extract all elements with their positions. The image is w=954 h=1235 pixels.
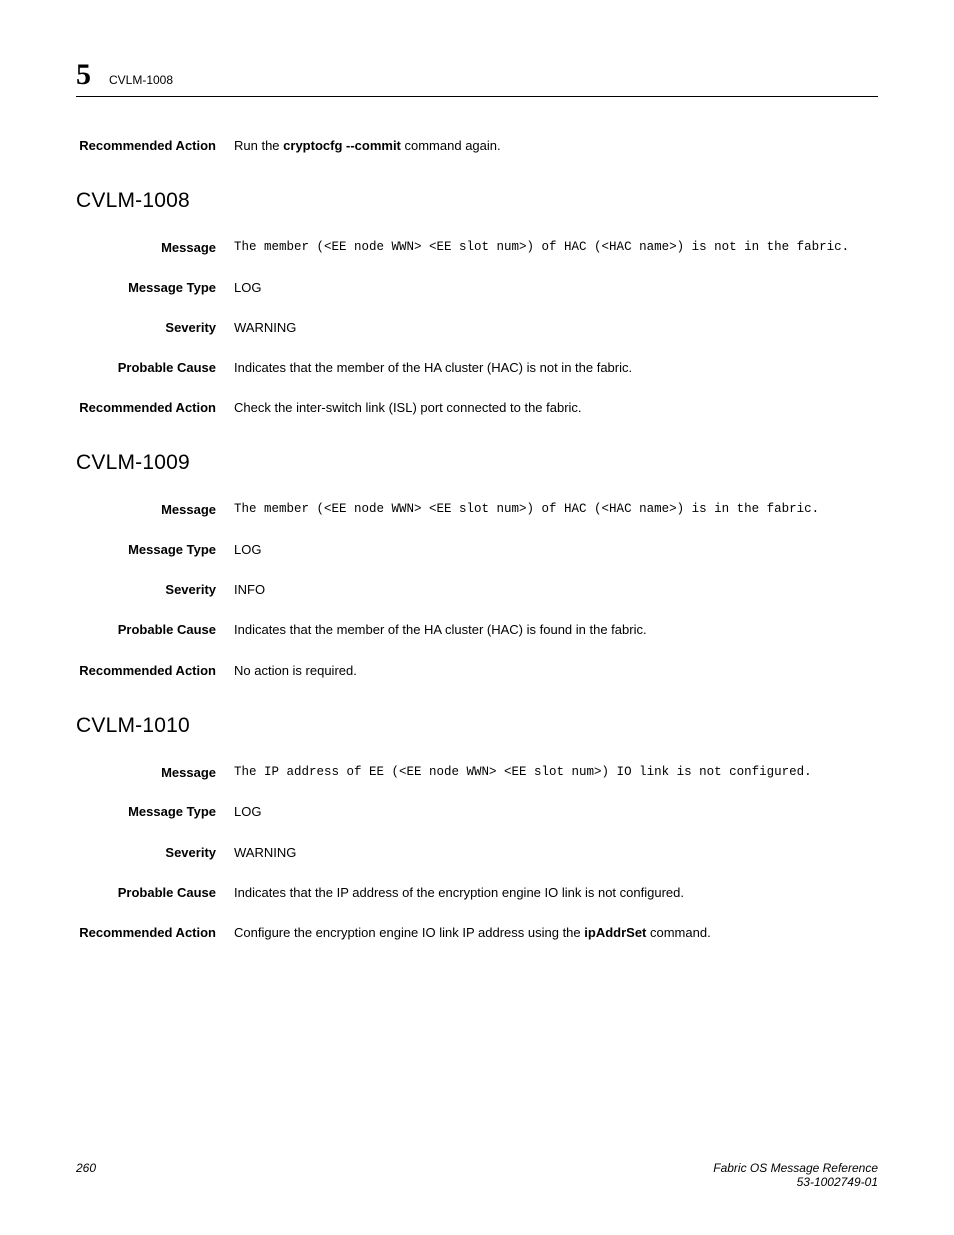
row-value: LOG: [234, 803, 878, 821]
command-text: ipAddrSet: [584, 925, 646, 940]
doc-ref: Fabric OS Message Reference 53-1002749-0…: [713, 1161, 878, 1189]
row-value: No action is required.: [234, 662, 878, 680]
row-label: Recommended Action: [76, 399, 234, 417]
section-title-cvlm-1010: CVLM-1010: [76, 714, 878, 738]
row-label: Recommended Action: [76, 924, 234, 942]
intro-recommended-action-row: Recommended Action Run the cryptocfg --c…: [76, 137, 878, 155]
row-value: LOG: [234, 279, 878, 297]
row-probable-cause: Probable Cause Indicates that the member…: [76, 359, 878, 377]
row-message: Message The member (<EE node WWN> <EE sl…: [76, 501, 878, 519]
row-message: Message The IP address of EE (<EE node W…: [76, 764, 878, 782]
row-label: Message: [76, 764, 234, 782]
row-label: Message Type: [76, 803, 234, 821]
row-value: Indicates that the member of the HA clus…: [234, 359, 878, 377]
row-label: Message: [76, 501, 234, 519]
row-probable-cause: Probable Cause Indicates that the member…: [76, 621, 878, 639]
row-value: WARNING: [234, 844, 878, 862]
row-recommended-action: Recommended Action Check the inter-switc…: [76, 399, 878, 417]
row-label: Message Type: [76, 541, 234, 559]
row-value: The member (<EE node WWN> <EE slot num>)…: [234, 501, 878, 519]
row-severity: Severity WARNING: [76, 844, 878, 862]
row-value: Configure the encryption engine IO link …: [234, 924, 878, 942]
page-number: 260: [76, 1161, 96, 1189]
section-title-cvlm-1009: CVLM-1009: [76, 451, 878, 475]
row-message-type: Message Type LOG: [76, 279, 878, 297]
row-label: Severity: [76, 319, 234, 337]
row-label: Probable Cause: [76, 884, 234, 902]
command-text: cryptocfg --commit: [283, 138, 401, 153]
doc-title: Fabric OS Message Reference: [713, 1161, 878, 1175]
row-value: Indicates that the member of the HA clus…: [234, 621, 878, 639]
row-label: Message Type: [76, 279, 234, 297]
chapter-number: 5: [76, 60, 91, 90]
row-message-type: Message Type LOG: [76, 803, 878, 821]
header-section-ref: CVLM-1008: [109, 73, 173, 87]
text-post: command again.: [401, 138, 501, 153]
row-recommended-action: Recommended Action No action is required…: [76, 662, 878, 680]
row-label: Message: [76, 239, 234, 257]
row-value: Check the inter-switch link (ISL) port c…: [234, 399, 878, 417]
row-label: Probable Cause: [76, 359, 234, 377]
row-value: WARNING: [234, 319, 878, 337]
row-label: Probable Cause: [76, 621, 234, 639]
row-value: INFO: [234, 581, 878, 599]
row-recommended-action: Recommended Action Configure the encrypt…: [76, 924, 878, 942]
row-value: Run the cryptocfg --commit command again…: [234, 137, 878, 155]
row-label: Recommended Action: [76, 137, 234, 155]
row-value: The member (<EE node WWN> <EE slot num>)…: [234, 239, 878, 257]
row-label: Severity: [76, 581, 234, 599]
row-value: LOG: [234, 541, 878, 559]
doc-number: 53-1002749-01: [713, 1175, 878, 1189]
row-message-type: Message Type LOG: [76, 541, 878, 559]
row-severity: Severity WARNING: [76, 319, 878, 337]
row-probable-cause: Probable Cause Indicates that the IP add…: [76, 884, 878, 902]
text-pre: Configure the encryption engine IO link …: [234, 925, 584, 940]
row-value: The IP address of EE (<EE node WWN> <EE …: [234, 764, 878, 782]
page: 5 CVLM-1008 Recommended Action Run the c…: [0, 0, 954, 1235]
row-message: Message The member (<EE node WWN> <EE sl…: [76, 239, 878, 257]
text-post: command.: [646, 925, 710, 940]
row-label: Recommended Action: [76, 662, 234, 680]
section-title-cvlm-1008: CVLM-1008: [76, 189, 878, 213]
page-header: 5 CVLM-1008: [76, 60, 878, 97]
text-pre: Run the: [234, 138, 283, 153]
row-label: Severity: [76, 844, 234, 862]
row-value: Indicates that the IP address of the enc…: [234, 884, 878, 902]
page-footer: 260 Fabric OS Message Reference 53-10027…: [76, 1161, 878, 1189]
row-severity: Severity INFO: [76, 581, 878, 599]
